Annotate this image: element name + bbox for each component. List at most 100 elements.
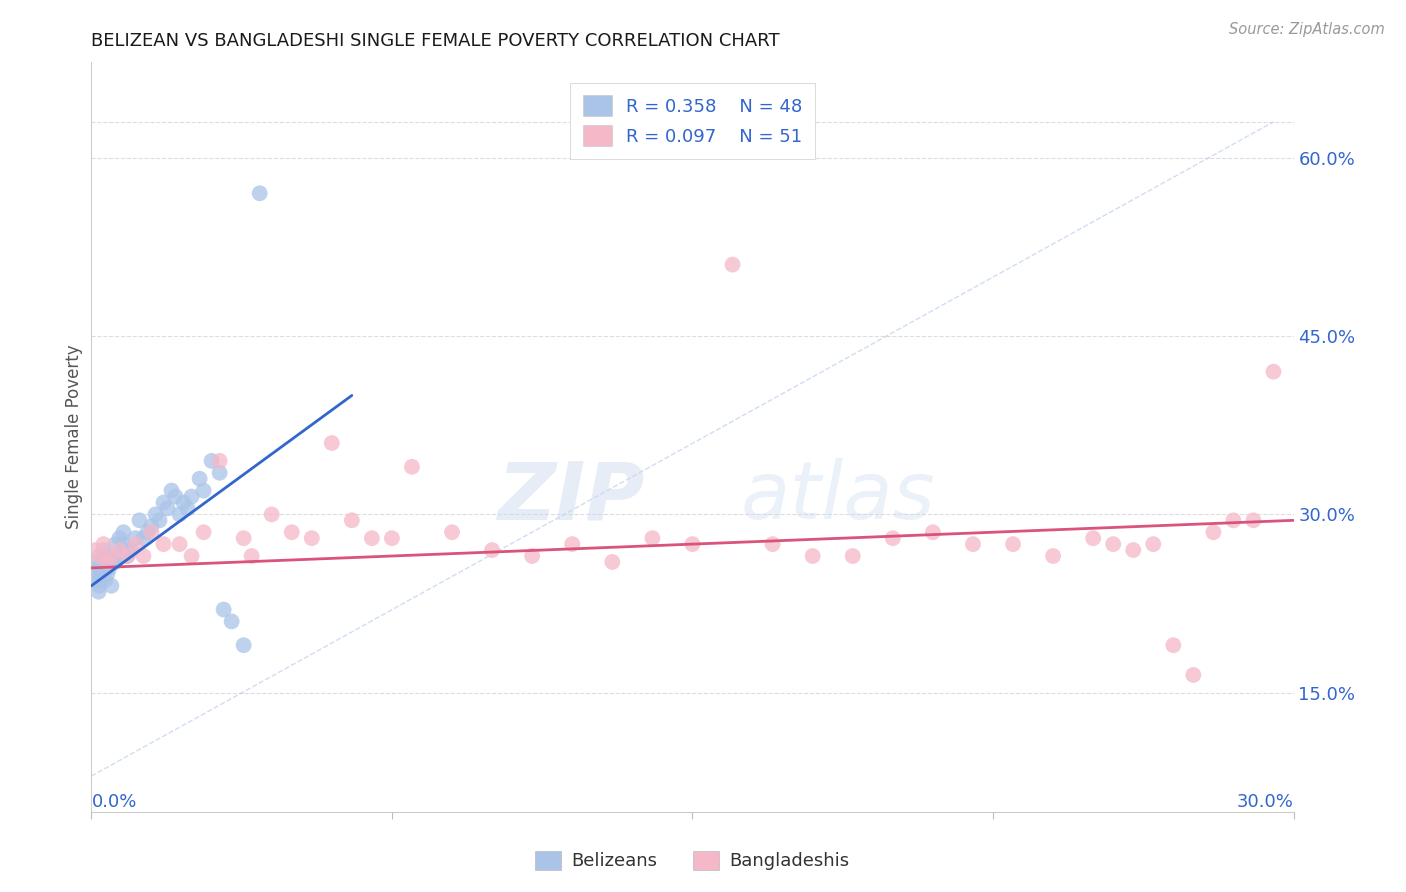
Point xyxy=(93,543,115,558)
Point xyxy=(98,561,121,575)
Point xyxy=(82,566,104,581)
Point xyxy=(201,454,224,468)
Text: Source: ZipAtlas.com: Source: ZipAtlas.com xyxy=(1229,22,1385,37)
Point xyxy=(104,537,127,551)
Point xyxy=(117,549,139,563)
Point xyxy=(208,454,231,468)
Point xyxy=(232,638,254,652)
Point xyxy=(100,579,122,593)
Point xyxy=(145,508,167,522)
Point xyxy=(86,561,108,575)
Point xyxy=(841,549,863,563)
Point xyxy=(212,602,235,616)
Y-axis label: Single Female Poverty: Single Female Poverty xyxy=(65,345,83,529)
Point xyxy=(141,519,163,533)
Point xyxy=(1163,638,1185,652)
Point xyxy=(152,537,174,551)
Point xyxy=(681,537,703,551)
Point xyxy=(522,549,544,563)
Point xyxy=(112,525,135,540)
Point xyxy=(128,513,150,527)
Point xyxy=(188,472,211,486)
Point xyxy=(561,537,583,551)
Point xyxy=(100,549,122,563)
Point xyxy=(1042,549,1064,563)
Point xyxy=(340,513,363,527)
Point xyxy=(301,531,323,545)
Point xyxy=(148,513,170,527)
Point xyxy=(93,549,115,563)
Point xyxy=(136,525,159,540)
Point xyxy=(641,531,664,545)
Point xyxy=(602,555,624,569)
Point xyxy=(165,490,187,504)
Point xyxy=(89,573,111,587)
Point xyxy=(104,555,127,569)
Point xyxy=(169,508,191,522)
Point xyxy=(232,531,254,545)
Point xyxy=(89,579,111,593)
Point xyxy=(1263,365,1285,379)
Point xyxy=(169,537,191,551)
Point xyxy=(208,466,231,480)
Point xyxy=(108,543,131,558)
Point xyxy=(1243,513,1265,527)
Point xyxy=(96,555,118,569)
Point xyxy=(1102,537,1125,551)
Point xyxy=(108,531,131,545)
Point xyxy=(193,525,215,540)
Point xyxy=(124,537,146,551)
Point xyxy=(1142,537,1164,551)
Point xyxy=(87,584,110,599)
Point xyxy=(962,537,984,551)
Point xyxy=(121,543,143,558)
Point xyxy=(882,531,904,545)
Point xyxy=(762,537,785,551)
Point xyxy=(401,459,423,474)
Point xyxy=(112,537,135,551)
Point xyxy=(321,436,343,450)
Point xyxy=(1222,513,1244,527)
Text: ZIP: ZIP xyxy=(496,458,644,536)
Point xyxy=(84,573,107,587)
Point xyxy=(193,483,215,498)
Point xyxy=(281,525,304,540)
Point xyxy=(481,543,503,558)
Point xyxy=(96,555,118,569)
Point xyxy=(90,566,112,581)
Point xyxy=(721,258,744,272)
Point xyxy=(381,531,404,545)
Point xyxy=(156,501,179,516)
Point xyxy=(132,549,155,563)
Point xyxy=(94,573,117,587)
Point xyxy=(221,615,243,629)
Point xyxy=(922,525,945,540)
Point xyxy=(440,525,463,540)
Point xyxy=(1122,543,1144,558)
Point xyxy=(176,501,198,516)
Point xyxy=(117,543,139,558)
Point xyxy=(1001,537,1024,551)
Text: 30.0%: 30.0% xyxy=(1237,793,1294,811)
Legend: Belizeans, Bangladeshis: Belizeans, Bangladeshis xyxy=(529,844,856,878)
Point xyxy=(132,531,155,545)
Point xyxy=(108,549,131,563)
Point xyxy=(160,483,183,498)
Point xyxy=(1182,668,1205,682)
Point xyxy=(141,525,163,540)
Point xyxy=(360,531,382,545)
Point xyxy=(152,495,174,509)
Point xyxy=(180,549,202,563)
Point xyxy=(100,549,122,563)
Point xyxy=(124,531,146,545)
Point xyxy=(96,566,118,581)
Point xyxy=(84,543,107,558)
Point xyxy=(84,555,107,569)
Point xyxy=(801,549,824,563)
Point xyxy=(89,549,111,563)
Point xyxy=(249,186,271,201)
Point xyxy=(260,508,283,522)
Point xyxy=(180,490,202,504)
Point xyxy=(1083,531,1105,545)
Text: BELIZEAN VS BANGLADESHI SINGLE FEMALE POVERTY CORRELATION CHART: BELIZEAN VS BANGLADESHI SINGLE FEMALE PO… xyxy=(91,32,780,50)
